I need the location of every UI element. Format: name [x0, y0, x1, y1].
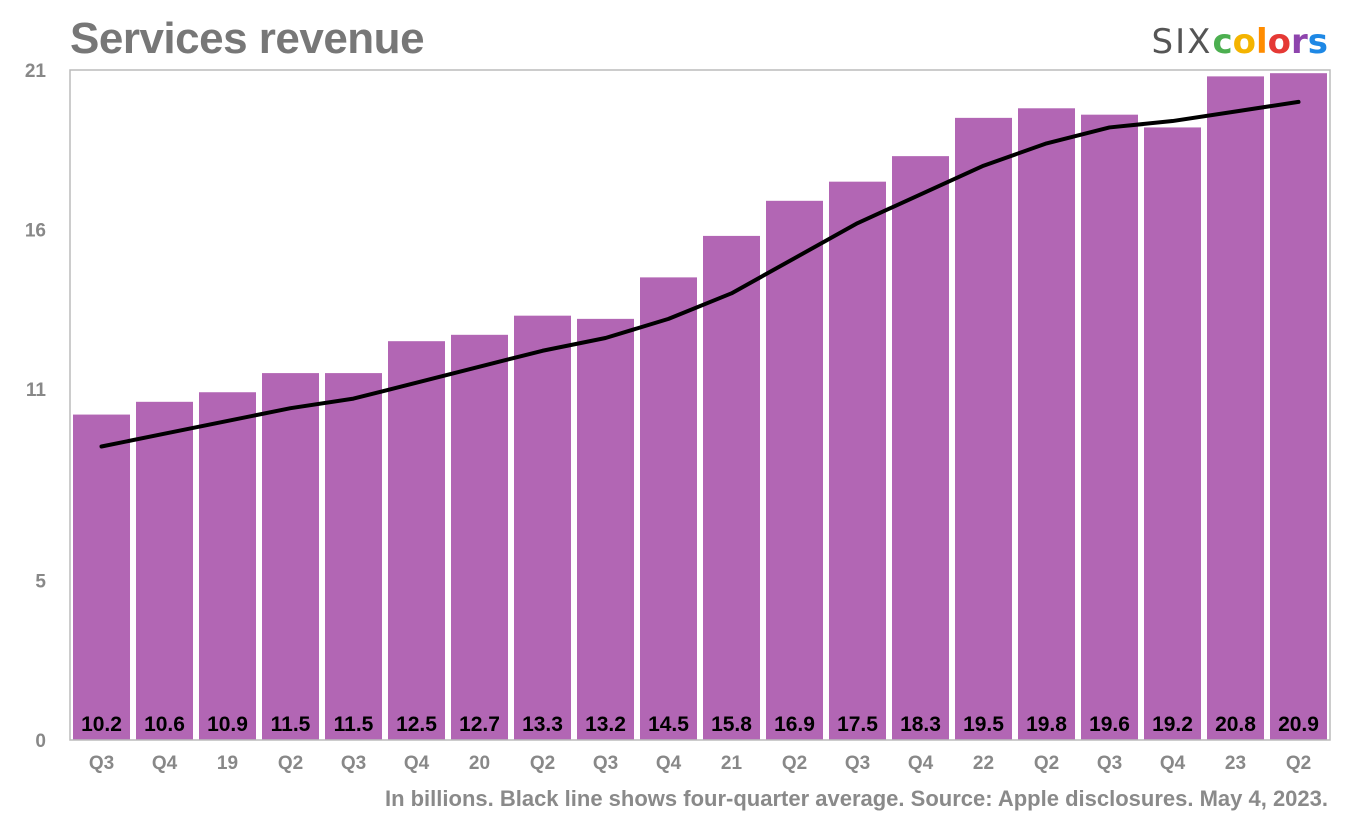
bar: [388, 341, 445, 740]
y-tick-label: 11: [26, 380, 47, 401]
x-tick-label: Q3: [341, 753, 366, 774]
bar-value-label: 12.7: [459, 713, 500, 736]
value-labels-layer: 10.2 10.6 10.9 11.5 11.5 12.5 12.7 13.3 13.2 14.5…: [81, 713, 1319, 736]
bar-value-label: 11.5: [334, 713, 374, 736]
x-tick-label: Q2: [278, 753, 303, 774]
x-tick-label: Q4: [908, 753, 934, 774]
y-tick-label: 5: [35, 571, 46, 592]
x-tick-label: Q4: [1160, 753, 1186, 774]
bar-value-label: 17.5: [837, 713, 878, 736]
x-tick-label: Q4: [656, 753, 682, 774]
x-tick-label: Q4: [404, 753, 430, 774]
x-tick-label: 23: [1225, 753, 1246, 774]
bar-value-label: 19.5: [963, 713, 1004, 736]
bars-layer: [73, 73, 1327, 741]
x-tick-label: Q3: [1097, 753, 1122, 774]
bar: [1144, 127, 1201, 741]
bar: [262, 373, 319, 740]
bar: [955, 117, 1012, 741]
bar: [73, 414, 130, 740]
bar: [640, 277, 697, 740]
bar: [136, 401, 193, 740]
logo-letter: o: [1267, 22, 1291, 62]
bar-value-label: 16.9: [774, 713, 815, 736]
bar-value-label: 20.9: [1278, 713, 1319, 736]
chart-title: Services revenue: [70, 14, 425, 63]
bar: [325, 373, 382, 740]
logo-six-text: SIX: [1151, 22, 1213, 62]
bar: [1207, 76, 1264, 740]
logo-letter: c: [1212, 22, 1233, 62]
bar: [199, 392, 256, 740]
bar-value-label: 13.3: [522, 713, 563, 736]
y-tick-labels: 0 5 11 16 21: [25, 61, 47, 752]
y-tick-label: 21: [25, 61, 47, 82]
bar-value-label: 19.2: [1152, 713, 1193, 736]
chart-footnote: In billions. Black line shows four-quart…: [384, 786, 1328, 811]
x-tick-label: 22: [973, 753, 994, 774]
x-tick-label: Q2: [1034, 753, 1059, 774]
logo-letter: r: [1290, 22, 1308, 62]
plot-frame: [69, 69, 1331, 741]
bar: [514, 315, 571, 740]
bar-value-label: 11.5: [271, 713, 311, 736]
x-tick-label: 20: [469, 753, 490, 774]
bar: [451, 334, 508, 740]
bar: [1270, 73, 1327, 740]
bar: [766, 200, 823, 740]
bar-value-label: 15.8: [711, 713, 752, 736]
bar-value-label: 19.6: [1089, 713, 1130, 736]
x-tick-label: 19: [217, 753, 238, 774]
average-line-layer: [99, 99, 1301, 449]
bar: [829, 181, 886, 741]
bar: [703, 235, 760, 740]
logo-colors-text: colors: [1212, 22, 1328, 62]
x-tick-label: Q3: [845, 753, 870, 774]
bar: [1018, 108, 1075, 741]
x-tick-label: Q4: [152, 753, 178, 774]
bar: [577, 318, 634, 740]
x-tick-label: Q3: [593, 753, 618, 774]
bar-value-label: 10.2: [81, 713, 122, 736]
logo-letter: o: [1232, 22, 1256, 62]
x-tick-label: Q3: [89, 753, 114, 774]
bar-value-label: 19.8: [1026, 713, 1067, 736]
bar-value-label: 14.5: [648, 713, 689, 736]
bar: [1081, 114, 1138, 741]
logo-letter: l: [1255, 22, 1268, 62]
bar-value-label: 13.2: [585, 713, 626, 736]
bar-value-label: 20.8: [1215, 713, 1256, 736]
bar-value-label: 10.6: [144, 713, 185, 736]
average-line: [99, 99, 1301, 449]
x-tick-label: 21: [721, 753, 743, 774]
bar-value-label: 18.3: [900, 713, 941, 736]
sixcolors-logo: SIXcolors: [1152, 22, 1328, 62]
bar-value-label: 10.9: [207, 713, 248, 736]
x-tick-labels: Q3 Q4 19 Q2 Q3 Q4 20 Q2 Q3 Q4 21 Q2 Q3 Q4 22 Q2 Q3 Q4 23 Q2: [89, 753, 1311, 774]
logo-letter: s: [1307, 22, 1328, 62]
bar: [892, 156, 949, 740]
x-tick-label: Q2: [530, 753, 555, 774]
y-tick-label: 16: [25, 221, 46, 242]
y-tick-label: 0: [35, 731, 46, 752]
x-tick-label: Q2: [782, 753, 807, 774]
x-tick-label: Q2: [1286, 753, 1311, 774]
bar-value-label: 12.5: [396, 713, 437, 736]
